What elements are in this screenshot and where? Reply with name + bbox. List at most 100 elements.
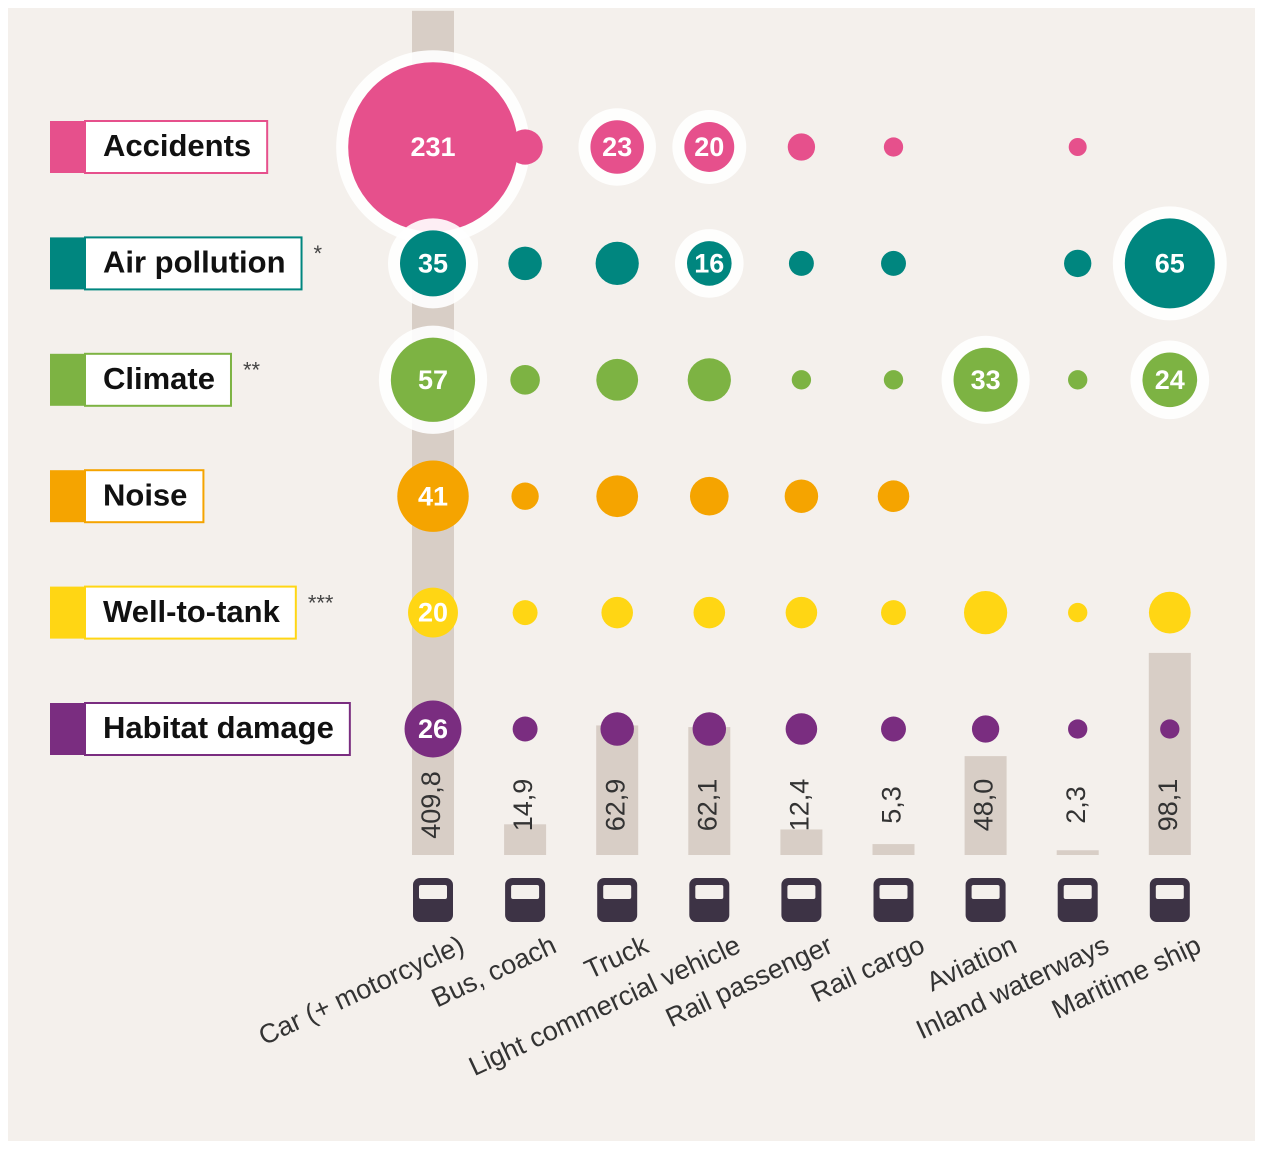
bubble bbox=[512, 600, 538, 626]
bubble bbox=[596, 475, 639, 518]
mode-icon bbox=[965, 878, 1006, 922]
bubble bbox=[397, 460, 469, 532]
bubble bbox=[348, 62, 518, 232]
bubble-label: 16 bbox=[694, 249, 724, 279]
mode-icon-window bbox=[971, 885, 1000, 899]
bubble bbox=[791, 370, 812, 390]
bubble-label: 65 bbox=[1155, 249, 1185, 279]
bubble bbox=[1064, 249, 1092, 278]
row-label-swatch bbox=[50, 586, 86, 639]
bubble bbox=[684, 122, 735, 172]
bubble bbox=[692, 712, 727, 746]
total-bar bbox=[596, 725, 639, 855]
bubble bbox=[510, 365, 540, 395]
mode-icon-window bbox=[603, 885, 632, 899]
bubble bbox=[963, 590, 1008, 635]
bubble bbox=[693, 596, 726, 629]
mode-icon bbox=[1149, 878, 1190, 922]
bubble bbox=[881, 600, 906, 626]
bubble bbox=[507, 129, 543, 165]
bubble-label: 20 bbox=[694, 132, 724, 162]
bubble bbox=[390, 337, 476, 422]
bubble bbox=[971, 715, 1000, 743]
bubble bbox=[686, 241, 732, 286]
bubble bbox=[881, 716, 906, 742]
bubble bbox=[596, 358, 639, 401]
total-label: 98,1 bbox=[1153, 779, 1183, 832]
bubble bbox=[1068, 602, 1088, 623]
total-label: 5,3 bbox=[877, 786, 907, 824]
row-label-swatch bbox=[50, 353, 86, 406]
bubble bbox=[600, 712, 634, 746]
row-label: Air pollution bbox=[103, 245, 286, 280]
bubble bbox=[1142, 352, 1198, 408]
bubble bbox=[787, 133, 816, 161]
bubble bbox=[1148, 591, 1191, 634]
mode-icon-window bbox=[1155, 885, 1184, 899]
bubble bbox=[1160, 719, 1180, 739]
mode-icon-window bbox=[695, 885, 724, 899]
background bbox=[8, 8, 1255, 1141]
total-bar bbox=[780, 829, 823, 855]
row-label-box bbox=[84, 120, 269, 174]
row-label-box bbox=[84, 352, 232, 407]
row-label-box bbox=[84, 469, 205, 524]
total-label: 62,1 bbox=[692, 779, 722, 832]
bubble bbox=[877, 480, 910, 512]
row-label-box bbox=[84, 236, 303, 291]
mode-icon bbox=[1057, 878, 1098, 922]
bubble bbox=[784, 479, 819, 513]
bubble-label: 57 bbox=[418, 365, 448, 395]
bubble bbox=[508, 246, 542, 281]
total-label: 62,9 bbox=[600, 779, 630, 832]
bubble bbox=[785, 713, 818, 745]
bubble bbox=[590, 120, 644, 174]
mode-icon bbox=[505, 878, 546, 922]
mode-icon-window bbox=[879, 885, 908, 899]
bubble bbox=[883, 137, 904, 157]
bubble bbox=[399, 230, 467, 297]
total-label: 2,3 bbox=[1061, 786, 1091, 824]
bubble-label: 24 bbox=[1155, 365, 1185, 395]
bubble-label: 35 bbox=[418, 249, 448, 279]
bubble-label: 26 bbox=[418, 714, 448, 744]
mode-icon bbox=[873, 878, 914, 922]
total-bar bbox=[964, 756, 1007, 855]
bubble bbox=[881, 250, 906, 276]
mode-icon-window bbox=[1063, 885, 1092, 899]
total-bar bbox=[872, 844, 915, 855]
total-label: 48,0 bbox=[969, 779, 999, 832]
bubble bbox=[1124, 218, 1215, 309]
bubble bbox=[689, 476, 729, 516]
bubble bbox=[511, 482, 539, 510]
bubble bbox=[785, 596, 818, 629]
total-bar bbox=[688, 727, 731, 855]
total-label: 14,9 bbox=[508, 779, 538, 832]
row-label-swatch bbox=[50, 470, 86, 523]
bubble bbox=[404, 700, 462, 758]
mode-icon bbox=[597, 878, 638, 922]
row-label-swatch bbox=[50, 703, 86, 755]
row-label: Accidents bbox=[103, 128, 251, 163]
bubble bbox=[788, 250, 814, 276]
bubble-label: 41 bbox=[418, 481, 448, 511]
mode-icon-window bbox=[511, 885, 540, 899]
bubble bbox=[883, 370, 904, 390]
row-label-swatch bbox=[50, 121, 86, 173]
total-bar bbox=[1056, 850, 1099, 855]
row-note: * bbox=[314, 241, 323, 266]
row-label: Well-to-tank bbox=[103, 594, 281, 629]
bubble-label: 33 bbox=[971, 365, 1001, 395]
mode-icon bbox=[781, 878, 822, 922]
total-label: 12,4 bbox=[785, 779, 815, 832]
total-bar bbox=[1148, 652, 1191, 855]
bubble bbox=[953, 347, 1018, 412]
row-note: *** bbox=[308, 590, 334, 615]
mode-icon-window bbox=[787, 885, 816, 899]
row-note: ** bbox=[243, 358, 261, 383]
bubble-label: 20 bbox=[418, 598, 448, 628]
bubble bbox=[512, 716, 538, 742]
bubble-label: 231 bbox=[410, 132, 455, 162]
bubble bbox=[601, 596, 633, 629]
